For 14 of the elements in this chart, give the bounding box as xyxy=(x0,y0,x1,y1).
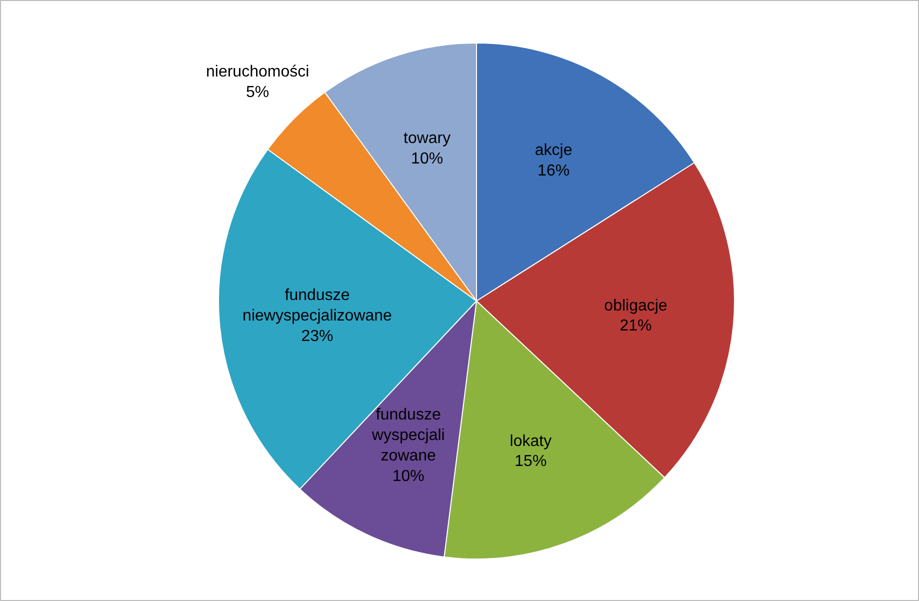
data-label: 5% xyxy=(246,84,270,101)
slice-label: obligacje xyxy=(604,297,668,314)
slice-label: nieruchomości xyxy=(206,63,310,80)
slice-label: akcje xyxy=(534,142,572,160)
data-label: 10% xyxy=(392,468,424,485)
data-label: 23% xyxy=(301,328,334,345)
slice-label: towary xyxy=(404,130,451,148)
data-label: 21% xyxy=(620,318,652,335)
data-label: 10% xyxy=(411,150,444,168)
slice-label: lokaty xyxy=(510,432,552,450)
data-label: 16% xyxy=(538,162,570,180)
slice-label: fundusze niewyspecjalizowane xyxy=(242,287,392,325)
slice-label: fundusze wyspecjali zowane xyxy=(370,406,445,464)
data-label: 15% xyxy=(514,453,547,470)
